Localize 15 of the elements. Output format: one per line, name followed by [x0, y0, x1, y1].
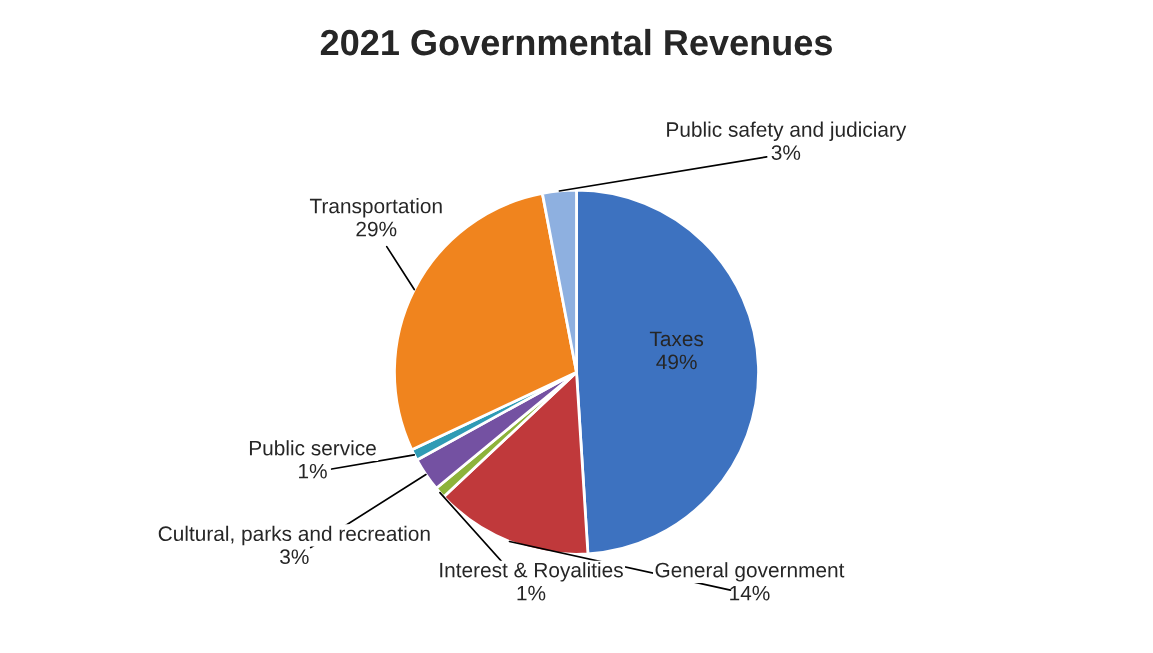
slice-label: Transportation — [309, 198, 442, 218]
data-label: 1% — [299, 463, 327, 479]
chart-title: 2021 Governmental Revenues — [320, 28, 832, 56]
data-label: 29% — [356, 221, 397, 237]
slice-label: Taxes — [649, 331, 704, 347]
data-label: 14% — [730, 585, 770, 601]
slice-label: Public safety and judiciary — [667, 121, 907, 141]
slice-label: Interest & Royalities — [440, 562, 623, 582]
data-label: 1% — [517, 585, 546, 601]
data-label: 3% — [771, 145, 801, 160]
slice-label: General government — [655, 562, 845, 582]
data-label: 49% — [656, 354, 697, 370]
slice-label: Cultural, parks and recreation — [158, 525, 430, 546]
slice-label: Public service — [249, 440, 376, 456]
data-label: 3% — [280, 549, 309, 565]
